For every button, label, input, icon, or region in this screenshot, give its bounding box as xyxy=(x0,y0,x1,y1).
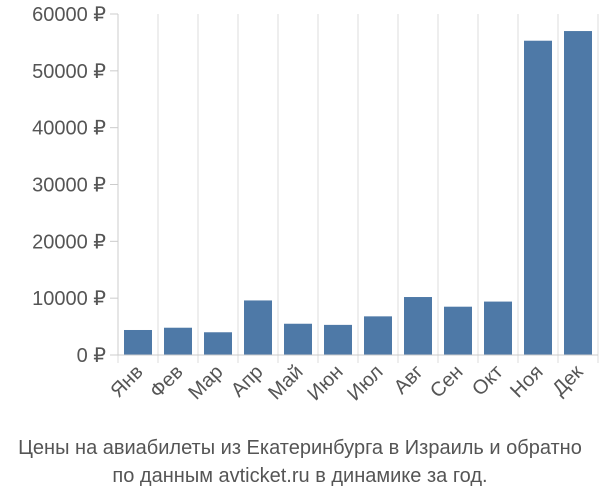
bar-12 xyxy=(564,31,592,356)
x-tick-label: Июл xyxy=(343,361,387,405)
y-tick-label: 20000 ₽ xyxy=(32,231,106,253)
x-tick-label: Ноя xyxy=(506,361,547,402)
bar-8 xyxy=(404,297,432,355)
x-tick-label: Апр xyxy=(227,361,268,402)
bar-9 xyxy=(444,306,472,355)
bar-10 xyxy=(484,301,512,355)
bar-chart: 0 ₽ 10000 ₽ 20000 ₽ 30000 ₽ 40000 ₽ 50000 ₽ 60… xyxy=(32,4,599,405)
bar-2 xyxy=(164,327,192,355)
x-tick-label: Дек xyxy=(548,361,587,400)
x-tick-label: Май xyxy=(264,361,307,404)
chart-caption-line-1: Цены на авиабилеты из Екатеринбурга в Из… xyxy=(18,437,582,459)
x-tick-label: Авг xyxy=(390,361,428,399)
chart-caption-line-2: по данным avticket.ru в динамике за год. xyxy=(112,465,488,487)
y-tick-label: 50000 ₽ xyxy=(32,61,106,83)
x-tick-label: Окт xyxy=(468,361,507,400)
bar-7 xyxy=(364,316,392,355)
y-tick-label: 40000 ₽ xyxy=(32,118,106,140)
x-tick-label: Сен xyxy=(426,361,467,402)
x-tick-label: Мар xyxy=(184,361,227,404)
x-tick-label: Фев xyxy=(146,361,188,403)
y-tick-label: 10000 ₽ xyxy=(32,288,106,310)
y-tick-label: 60000 ₽ xyxy=(32,4,106,26)
bar-4 xyxy=(244,300,272,355)
bar-5 xyxy=(284,323,312,355)
bar-11 xyxy=(524,40,552,355)
bar-3 xyxy=(204,332,232,355)
x-tick-label: Июн xyxy=(303,361,347,405)
x-tick-label: Янв xyxy=(106,361,147,402)
bar-6 xyxy=(324,324,352,355)
y-tick-label: 0 ₽ xyxy=(77,345,107,367)
y-tick-label: 30000 ₽ xyxy=(32,175,106,197)
bar-1 xyxy=(124,329,152,355)
